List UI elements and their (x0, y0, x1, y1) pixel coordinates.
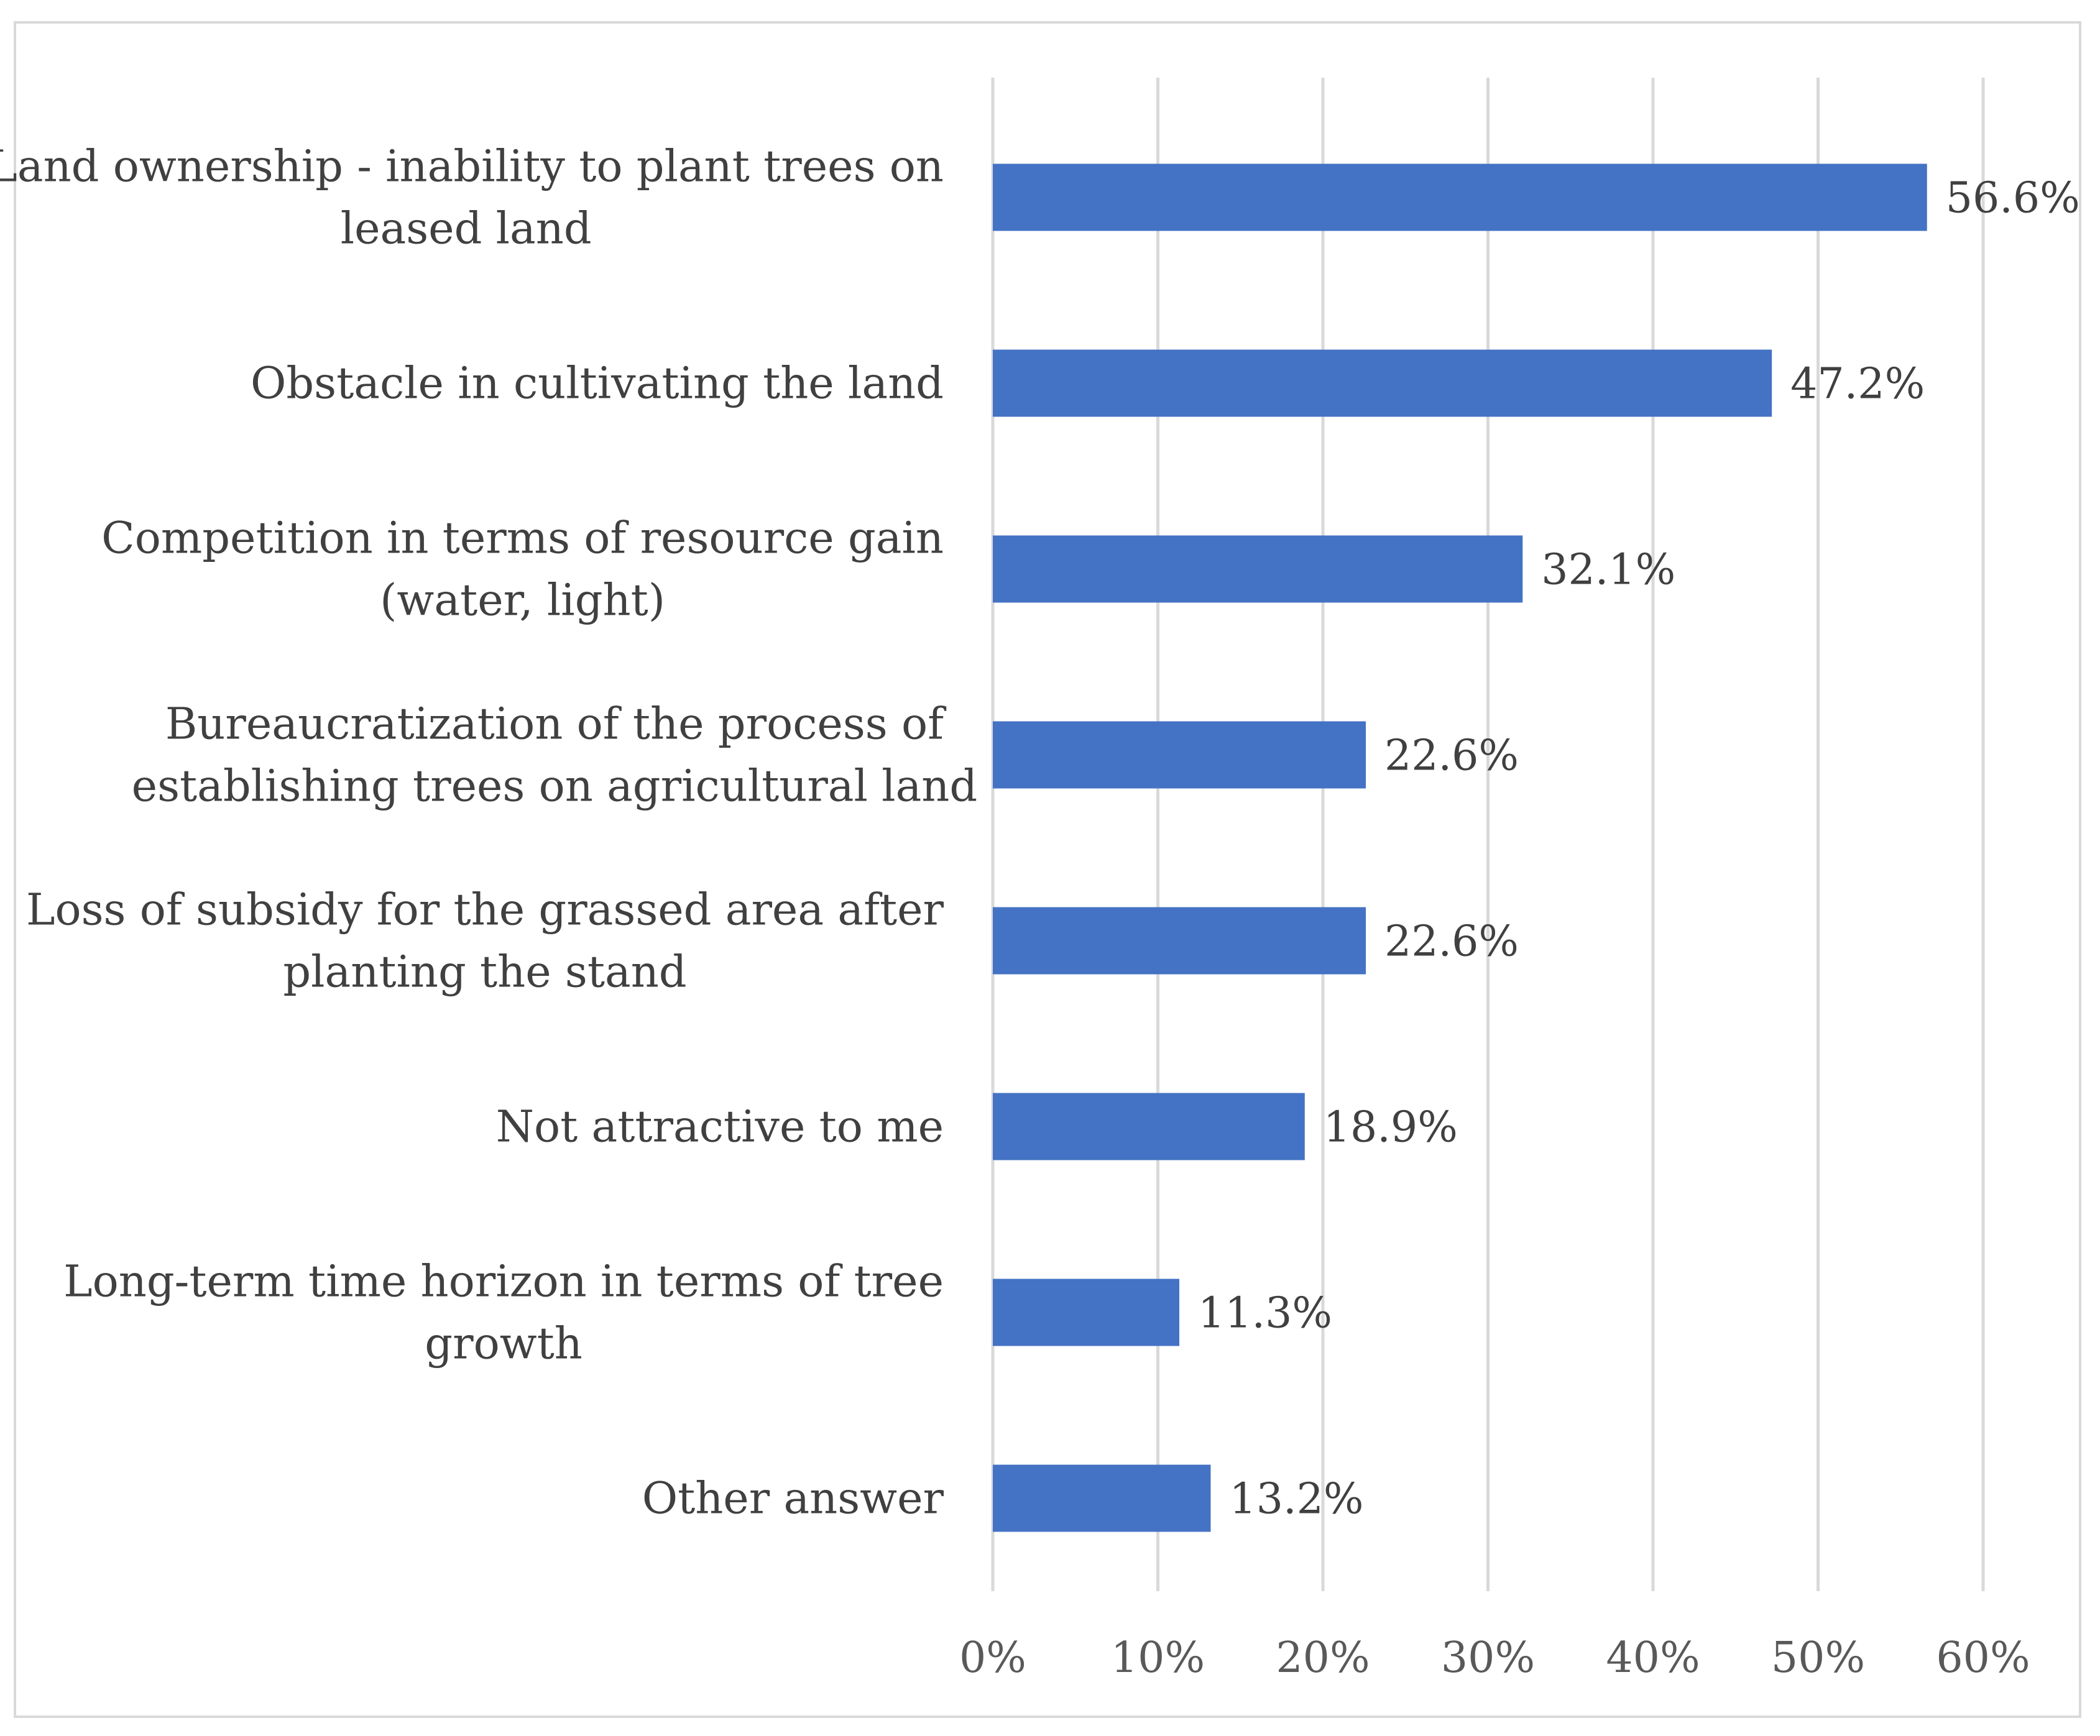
gridlines (991, 78, 1985, 1591)
bar (993, 163, 1927, 231)
category-label: Not attractive to me (496, 1101, 944, 1152)
bar (993, 1093, 1305, 1160)
bar (993, 1279, 1180, 1346)
x-axis-ticks: 0% 10% 20% 30% 40% 50% 60% (959, 1633, 2030, 1683)
bar (993, 1464, 1211, 1532)
bar (993, 535, 1523, 603)
category-label: Competition in terms of resource gain (101, 513, 944, 564)
bar (993, 907, 1366, 975)
x-tick-label: 40% (1606, 1633, 1700, 1683)
chart-frame (14, 21, 2081, 1718)
data-label: 18.9% (1324, 1103, 1458, 1152)
category-label: Obstacle in cultivating the land (251, 358, 944, 409)
x-tick-label: 30% (1441, 1633, 1535, 1683)
data-label: 13.2% (1229, 1475, 1363, 1524)
category-label: (water, light) (380, 575, 665, 626)
bar (993, 349, 1772, 417)
x-tick-label: 60% (1936, 1633, 2030, 1683)
data-label: 22.6% (1384, 732, 1519, 781)
x-tick-label: 10% (1111, 1633, 1205, 1683)
data-label: 32.1% (1541, 546, 1675, 595)
data-label: 11.3% (1198, 1289, 1332, 1338)
category-label: leased land (341, 203, 592, 254)
category-label: Bureaucratization of the process of (165, 699, 947, 750)
data-label: 22.6% (1384, 917, 1519, 967)
category-label: planting the stand (283, 947, 686, 998)
category-label: Other answer (642, 1473, 944, 1524)
x-tick-label: 0% (959, 1633, 1026, 1683)
data-label: 47.2% (1790, 360, 1925, 409)
data-labels: 56.6% 47.2% 32.1% 22.6% 22.6% 18.9% 11.3% 13.2% (1198, 174, 2080, 1524)
category-label: Loss of subsidy for the grassed area aft… (26, 884, 944, 935)
bar (993, 721, 1366, 789)
x-tick-label: 20% (1276, 1633, 1370, 1683)
data-label: 56.6% (1946, 174, 2080, 223)
category-label: growth (425, 1318, 583, 1369)
x-tick-label: 50% (1771, 1633, 1865, 1683)
category-label: Land ownership - inability to plant tree… (0, 141, 944, 192)
category-label: Long-term time horizon in terms of tree (63, 1256, 944, 1307)
category-label: establishing trees on agricultural land (132, 761, 978, 812)
bars (993, 163, 1927, 1532)
category-labels: Land ownership - inability to plant tree… (0, 141, 977, 1524)
